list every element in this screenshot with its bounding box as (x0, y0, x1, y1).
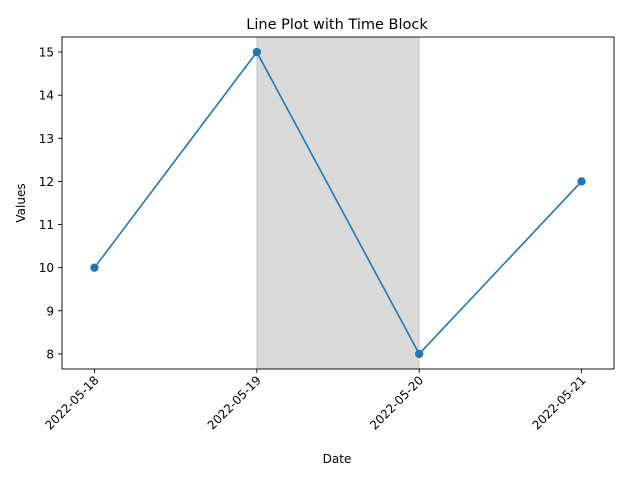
y-tick-label: 15 (39, 46, 54, 60)
y-tick-label: 11 (39, 218, 54, 232)
y-tick-label: 10 (39, 261, 54, 275)
series-line (93, 51, 583, 355)
x-tick-label: 2022-05-18 (42, 373, 101, 432)
y-tick-label: 9 (46, 304, 54, 318)
y-tick-label: 8 (46, 347, 54, 361)
data-point (577, 177, 586, 186)
data-point (90, 263, 99, 272)
y-tick-label: 12 (39, 175, 54, 189)
data-point (252, 47, 262, 57)
x-tick-label: 2022-05-20 (367, 373, 426, 432)
x-tick-label: 2022-05-21 (529, 373, 588, 432)
data-point (414, 349, 424, 359)
y-tick-label: 14 (39, 89, 54, 103)
plot-area: 8 9 10 11 12 13 14 15 2022-05-18 2022-05-19 2022-0… (39, 36, 615, 432)
axes-frame (61, 36, 615, 370)
y-tick-label: 13 (39, 132, 54, 146)
x-tick-label: 2022-05-19 (205, 373, 264, 432)
x-axis-label: Date (323, 452, 352, 466)
y-axis-label: Values (14, 183, 28, 222)
chart-title: Line Plot with Time Block (246, 17, 428, 33)
